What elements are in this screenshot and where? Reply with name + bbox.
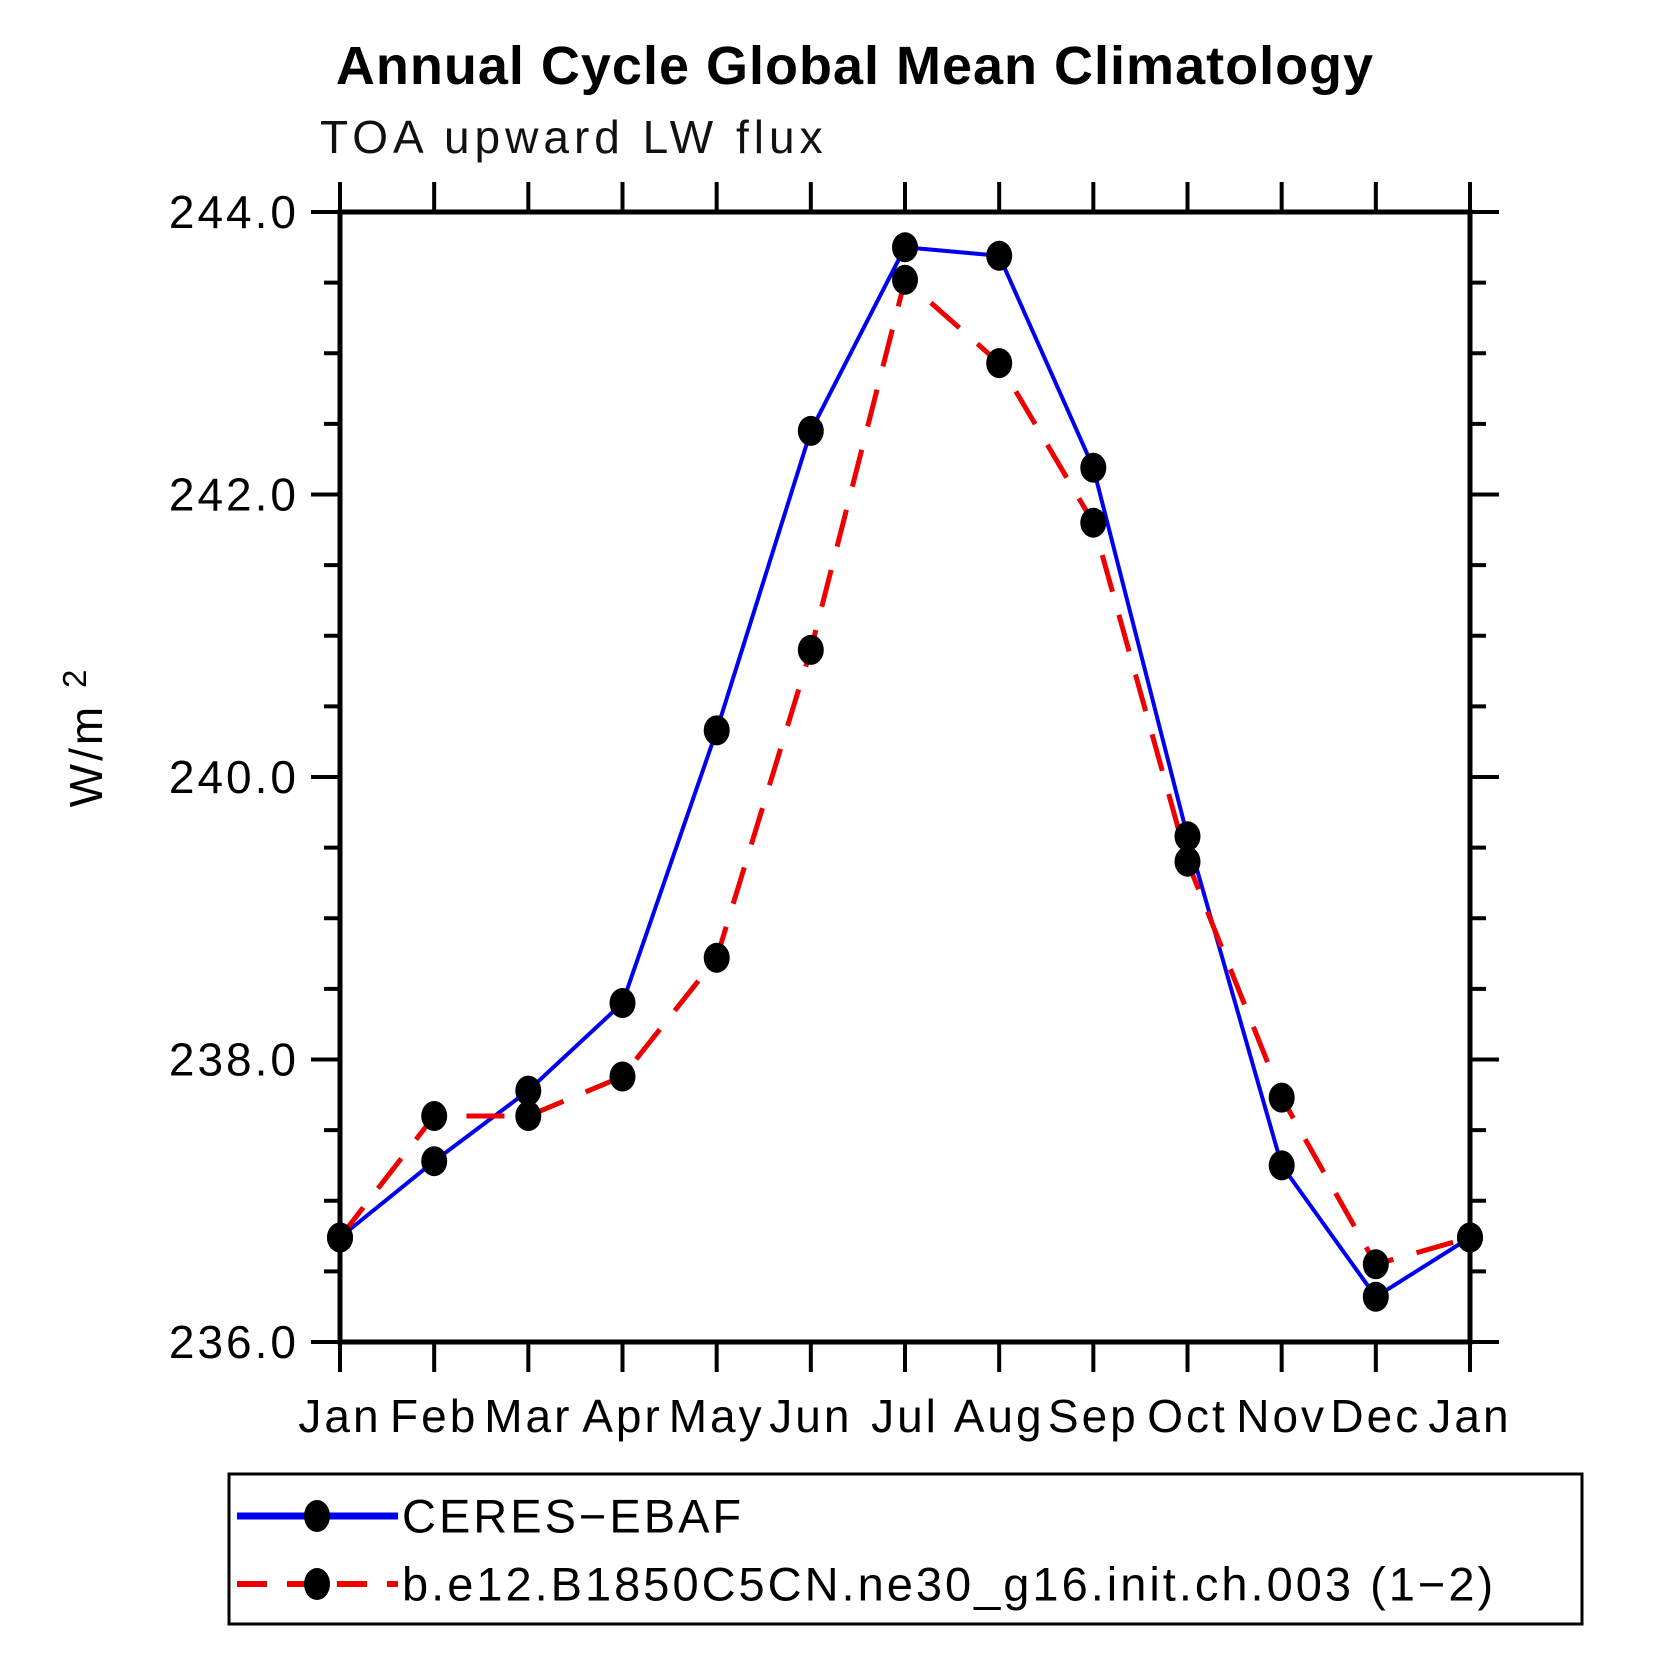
data-point-s1-Nov <box>1268 1082 1295 1113</box>
x-tick-label: Jan <box>298 1390 381 1442</box>
legend-marker <box>304 1568 330 1600</box>
legend-item: CERES−EBAF <box>237 1490 744 1543</box>
x-tick-label: Oct <box>1147 1390 1228 1442</box>
axis-box <box>337 209 1473 1345</box>
data-point-s1-Aug <box>986 348 1013 379</box>
legend-item: b.e12.B1850C5CN.ne30_g16.init.ch.003 (1−… <box>237 1558 1496 1611</box>
x-tick-label: Sep <box>1048 1390 1139 1442</box>
data-point-s1-Jan <box>1457 1222 1483 1253</box>
data-point-s1-Dec <box>1362 1249 1389 1280</box>
y-tick-label: 238.0 <box>169 1034 299 1086</box>
legend-label: b.e12.B1850C5CN.ne30_g16.init.ch.003 (1−… <box>402 1558 1496 1611</box>
data-point-s0-May <box>703 715 730 746</box>
data-point-s0-Feb <box>421 1146 448 1177</box>
x-tick-label: Feb <box>390 1390 478 1442</box>
data-point-s1-Jan <box>327 1222 353 1253</box>
y-axis-title-exponent: 2 <box>56 667 93 688</box>
data-point-s1-Mar <box>515 1101 542 1131</box>
legend-marker <box>304 1500 330 1532</box>
data-point-s0-Nov <box>1268 1150 1295 1181</box>
chart-title: Annual Cycle Global Mean Climatology <box>336 36 1374 96</box>
data-point-s1-May <box>703 942 730 973</box>
y-axis-title-base: W/m <box>60 704 112 808</box>
data-point-s0-Mar <box>515 1075 542 1106</box>
data-point-s1-Feb <box>421 1101 448 1131</box>
x-tick-label: Dec <box>1330 1390 1421 1442</box>
data-point-s0-Dec <box>1362 1281 1389 1312</box>
data-point-s0-Apr <box>609 988 636 1018</box>
data-point-s0-Oct <box>1174 821 1201 852</box>
data-point-s0-Jul <box>892 232 918 263</box>
chart-subtitle: TOA upward LW flux <box>320 111 828 163</box>
y-axis-title: W/m 2 <box>56 667 112 808</box>
x-tick-label: Aug <box>954 1390 1045 1442</box>
x-tick-label: Jan <box>1428 1390 1511 1442</box>
data-point-s0-Aug <box>986 240 1013 271</box>
legend: CERES−EBAF b.e12.B1850C5CN.ne30_g16.init… <box>227 1472 1584 1626</box>
data-point-s1-Apr <box>609 1061 636 1092</box>
data-point-s0-Jun <box>797 415 824 446</box>
x-tick-label: Nov <box>1236 1390 1327 1442</box>
legend-box <box>227 1472 1584 1626</box>
y-tick-label: 240.0 <box>169 751 299 803</box>
y-tick-label: 244.0 <box>169 186 299 238</box>
legend-label: CERES−EBAF <box>402 1490 744 1543</box>
x-tick-label: May <box>669 1390 765 1442</box>
x-tick-label: Jul <box>871 1390 939 1442</box>
data-point-s1-Oct <box>1174 846 1201 877</box>
y-tick-label: 242.0 <box>169 469 299 521</box>
data-point-s1-Jun <box>797 634 824 665</box>
x-tick-label: Jun <box>769 1390 852 1442</box>
x-tick-label: Apr <box>582 1390 663 1442</box>
x-tick-label: Mar <box>484 1390 572 1442</box>
data-point-s1-Jul <box>892 264 918 295</box>
y-tick-label: 236.0 <box>169 1316 299 1368</box>
data-point-s1-Sep <box>1080 507 1107 538</box>
data-point-s0-Sep <box>1080 452 1107 483</box>
